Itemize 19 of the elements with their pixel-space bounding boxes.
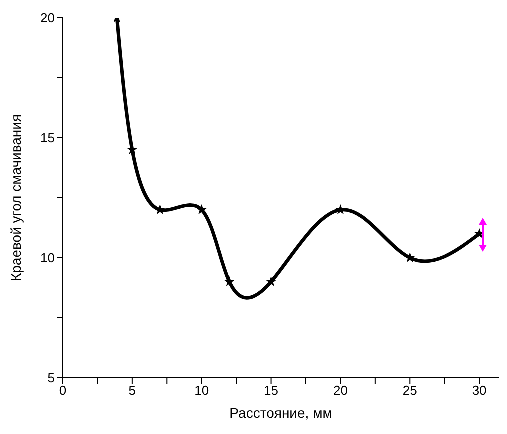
x-tick-label: 10 xyxy=(194,383,210,398)
x-tick-label: 0 xyxy=(59,383,67,398)
point xyxy=(406,254,414,262)
y-tick-label: 10 xyxy=(40,250,55,266)
x-tick-label: 15 xyxy=(264,383,279,398)
x-tick-label: 5 xyxy=(128,383,136,398)
y-tick-label: 5 xyxy=(48,370,55,386)
y-axis-title: Краевой угол смачивания xyxy=(8,114,24,282)
x-tick-label: 25 xyxy=(402,383,418,398)
x-axis-title: Расстояние, мм xyxy=(230,405,332,421)
point xyxy=(475,230,484,238)
y-tick-label: 15 xyxy=(40,130,55,146)
y-tick-label: 20 xyxy=(40,10,55,26)
x-tick-label: 20 xyxy=(333,383,348,398)
x-tick-label: 30 xyxy=(472,383,487,398)
point xyxy=(336,206,346,214)
point xyxy=(198,206,206,214)
point xyxy=(225,278,234,286)
point xyxy=(266,278,276,286)
